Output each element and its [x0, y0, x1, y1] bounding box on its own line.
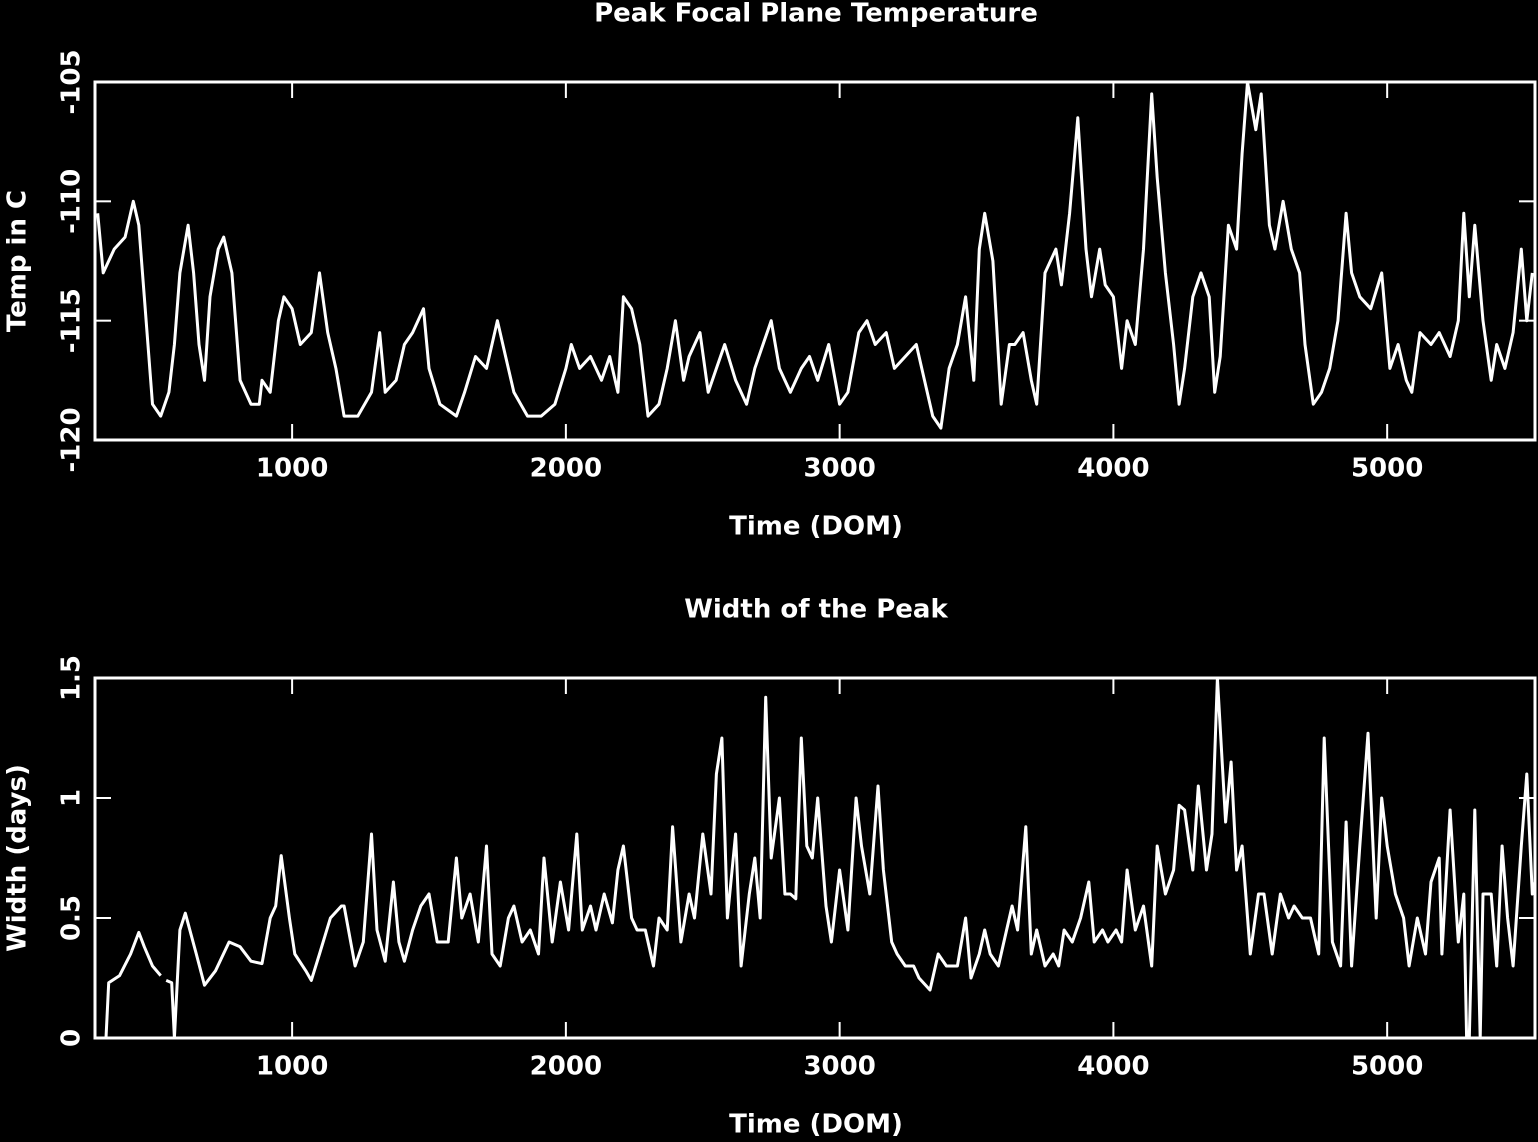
y-tick-label: 0.5	[57, 895, 87, 941]
chart-title: Peak Focal Plane Temperature	[594, 0, 1038, 29]
plot-frame	[93, 676, 1537, 1040]
y-axis-label: Width (days)	[3, 764, 33, 952]
y-tick-label: -120	[57, 407, 87, 472]
plot-frame	[93, 80, 1537, 442]
x-axis-label: Time (DOM)	[729, 512, 903, 542]
x-tick-label: 2000	[530, 454, 602, 484]
y-tick-label: 1.5	[57, 655, 87, 701]
x-tick-label: 1000	[256, 454, 328, 484]
y-tick-label: 1	[57, 789, 87, 807]
x-tick-label: 2000	[530, 1052, 602, 1082]
x-tick-label: 4000	[1077, 454, 1149, 484]
x-tick-label: 5000	[1351, 454, 1423, 484]
x-tick-label: 5000	[1351, 1052, 1423, 1082]
y-tick-label: 0	[57, 1029, 87, 1047]
x-tick-label: 1000	[256, 1052, 328, 1082]
x-tick-label: 4000	[1077, 1052, 1149, 1082]
y-tick-label: -115	[57, 288, 87, 353]
y-axis-label: Temp in C	[3, 190, 33, 332]
data-line	[104, 676, 1537, 1040]
y-tick-label: -110	[57, 169, 87, 234]
x-axis-label: Time (DOM)	[729, 1110, 903, 1140]
chart-title: Width of the Peak	[684, 595, 948, 625]
data-line	[96, 80, 1534, 430]
x-tick-label: 3000	[803, 1052, 875, 1082]
y-tick-label: -105	[57, 49, 87, 114]
x-tick-label: 3000	[803, 454, 875, 484]
